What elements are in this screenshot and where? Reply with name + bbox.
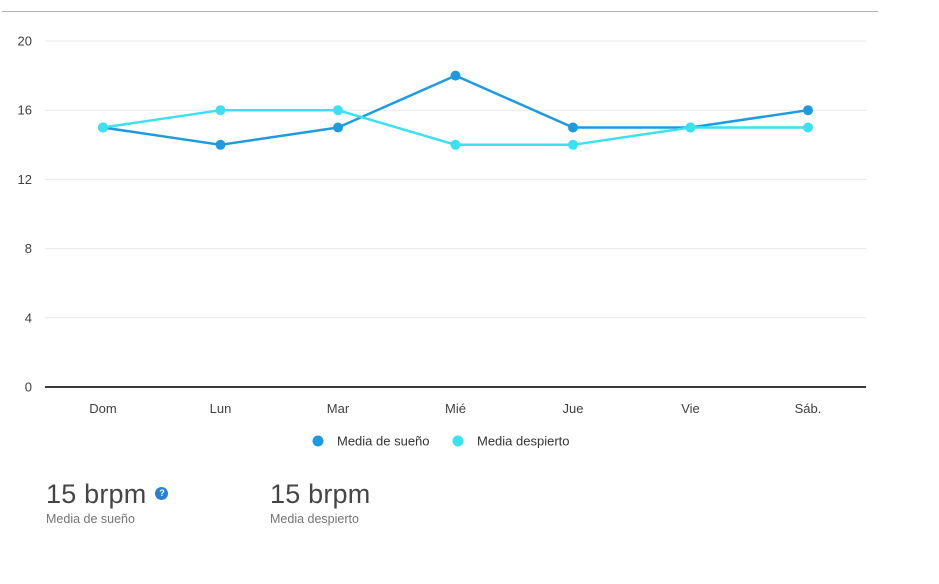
data-point-media-de-sueno-mie[interactable] [450,70,461,81]
y-tick-label-0: 0 [25,380,32,395]
y-tick-label-16: 16 [18,103,32,118]
stat-sleep-value-row: 15 brpm ? [46,479,169,509]
stat-awake-value: 15 brpm [270,479,371,509]
y-tick-label-8: 8 [25,241,32,256]
series-line-media-despierto [101,108,810,147]
data-point-media-despierto-sab[interactable] [803,122,813,133]
legend-dot-media-despierto [452,435,464,447]
y-tick-label-12: 12 [18,172,32,187]
x-axis-label-mar: Mar [327,401,350,416]
y-tick-label-20: 20 [18,34,32,49]
top-divider [2,11,878,12]
x-axis-label-vie: Vie [681,401,700,416]
x-axis-label-dom: Dom [89,401,116,416]
data-point-media-de-sueno-sab[interactable] [803,105,813,116]
info-icon[interactable]: ? [155,486,169,500]
data-point-media-despierto-mar[interactable] [333,105,343,116]
data-point-media-despierto-vie[interactable] [685,122,696,133]
data-point-media-de-sueno-jue[interactable] [568,122,578,133]
stat-awake-value-row: 15 brpm [270,480,370,508]
y-tick-label-4: 4 [25,310,32,325]
stat-sleep-average: 15 brpm ? Media de sueño [46,479,169,526]
stat-sleep-value: 15 brpm [46,479,147,509]
data-point-media-de-sueno-lun[interactable] [215,139,226,150]
stat-sleep-label: Media de sueño [46,512,135,526]
legend-label-media-despierto: Media despierto [477,434,570,449]
data-point-media-despierto-lun[interactable] [215,105,226,116]
legend-dot-media-de-sueno [312,435,324,447]
x-axis-label-sab: Sáb. [795,401,822,416]
x-axis-label-jue: Jue [563,401,584,416]
stat-awake-label: Media despierto [270,512,359,526]
data-point-media-despierto-jue[interactable] [568,139,578,150]
x-axis-label-lun: Lun [210,401,232,416]
data-point-media-despierto-mie[interactable] [450,139,461,150]
stat-awake-average: 15 brpm Media despierto [270,480,370,526]
data-point-media-despierto-dom[interactable] [98,122,108,133]
data-point-media-de-sueno-mar[interactable] [333,122,343,133]
x-axis-label-mie: Mié [445,401,466,416]
weekly-line-chart: 0 4 8 12 16 20 Dom Lun Mar Mié Jue Vie Sáb. Media de … [18,34,866,449]
legend-label-media-de-sueno: Media de sueño [337,434,430,449]
